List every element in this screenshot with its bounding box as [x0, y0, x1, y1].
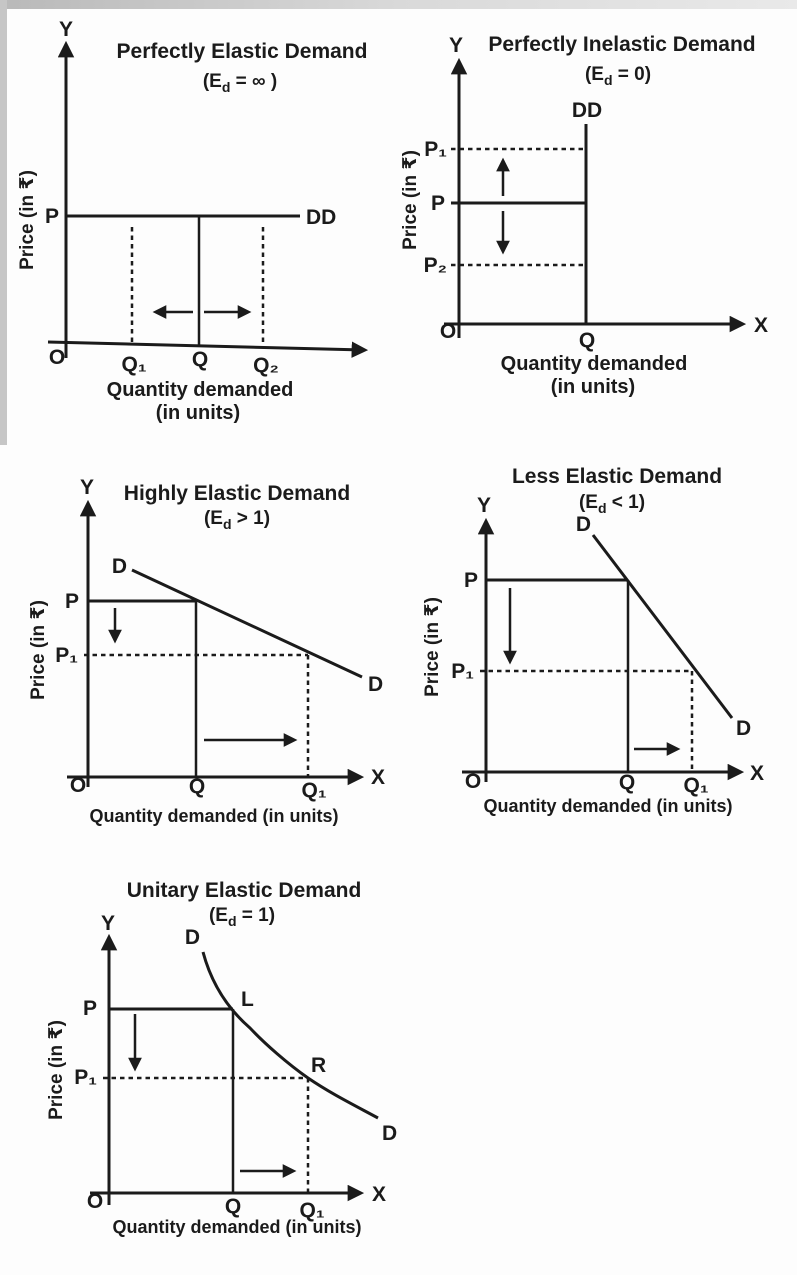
q1-label: Q₁	[683, 774, 708, 797]
x-axis-caption: Quantity demanded (in units)	[112, 1217, 361, 1237]
demand-line	[131, 568, 363, 679]
p-label: P	[65, 590, 79, 613]
scan-edge-top	[0, 0, 797, 9]
x-axis-caption-line1: Quantity demanded	[501, 353, 688, 375]
diagram-subtitle: (Ed < 1)	[579, 492, 645, 516]
y-axis-label: Y	[477, 494, 491, 517]
y-axis-label: Y	[80, 476, 94, 499]
origin-label: O	[87, 1190, 103, 1213]
scan-edge-left	[0, 0, 7, 445]
x-axis-label: X	[371, 766, 385, 789]
diagram-subtitle: (Ed = 0)	[585, 64, 651, 88]
q-label: Q	[192, 348, 208, 371]
demand-curve-hyperbola	[201, 951, 379, 1120]
q1-label: Q₁	[121, 353, 146, 376]
diagram-subtitle: (Ed = ∞ )	[203, 71, 277, 95]
demand-line	[591, 534, 734, 719]
p2-label: P₂	[424, 254, 447, 277]
diagram-perfectly-elastic: Perfectly Elastic Demand (Ed = ∞ ) Y Pri…	[17, 18, 369, 424]
origin-label: O	[465, 770, 481, 793]
diagram-title: Perfectly Elastic Demand	[117, 40, 368, 63]
x-axis-label: X	[754, 314, 768, 337]
x-axis-label: X	[372, 1183, 386, 1206]
q-label: Q	[189, 775, 205, 798]
price-p-label: P	[45, 205, 59, 228]
demand-label-bottom: D	[368, 673, 383, 696]
y-axis-label: Y	[59, 18, 73, 41]
x-axis-caption-line2: (in units)	[551, 376, 635, 398]
q-label: Q	[579, 329, 595, 352]
y-axis-title: Price (in ₹)	[28, 600, 49, 700]
q1-label: Q₁	[301, 779, 326, 802]
x-axis-label: X	[750, 762, 764, 785]
diagram-less-elastic: Less Elastic Demand (Ed < 1) Y X Price (…	[422, 465, 764, 816]
demand-label-bottom: D	[736, 717, 751, 740]
y-axis-title: Price (in ₹)	[400, 150, 421, 250]
demand-label-bottom: D	[382, 1122, 397, 1145]
y-axis-title: Price (in ₹)	[46, 1020, 67, 1120]
demand-curve-label: DD	[306, 206, 336, 229]
point-l-label: L	[241, 988, 254, 1011]
diagram-unitary-elastic: Unitary Elastic Demand (Ed = 1) Y X Pric…	[46, 879, 397, 1237]
p-label: P	[83, 997, 97, 1020]
demand-label-top: D	[576, 513, 591, 536]
y-axis-title: Price (in ₹)	[422, 597, 443, 697]
q-label: Q	[619, 771, 635, 794]
origin-label: O	[70, 774, 86, 797]
origin-label: O	[49, 346, 65, 369]
diagram-perfectly-inelastic: Perfectly Inelastic Demand (Ed = 0) Y X …	[400, 33, 768, 398]
y-axis-label: Y	[101, 912, 115, 935]
y-axis-label: Y	[449, 34, 463, 57]
diagram-title: Highly Elastic Demand	[124, 482, 350, 505]
x-axis-caption: Quantity demanded (in units)	[483, 796, 732, 816]
point-r-label: R	[311, 1054, 326, 1077]
x-axis-caption-line2: (in units)	[156, 402, 240, 424]
q2-label: Q₂	[253, 354, 279, 377]
diagram-highly-elastic: Highly Elastic Demand (Ed > 1) Y X Price…	[28, 476, 385, 826]
p-label: P	[431, 192, 445, 215]
p1-label: P₁	[424, 138, 447, 161]
p1-label: P₁	[74, 1066, 97, 1089]
x-axis-line	[47, 340, 369, 358]
demand-curve-label: DD	[572, 99, 602, 122]
y-axis-title: Price (in ₹)	[17, 170, 38, 270]
x-axis-caption: Quantity demanded (in units)	[89, 806, 338, 826]
origin-label: O	[440, 320, 456, 343]
demand-label-top: D	[185, 926, 200, 949]
demand-label-top: D	[112, 555, 127, 578]
p1-label: P₁	[451, 660, 474, 683]
p1-label: P₁	[55, 644, 78, 667]
q-label: Q	[225, 1195, 241, 1218]
diagram-title: Perfectly Inelastic Demand	[488, 33, 755, 56]
p-label: P	[464, 569, 478, 592]
diagram-subtitle: (Ed > 1)	[204, 508, 270, 532]
x-axis-caption-line1: Quantity demanded	[107, 379, 294, 401]
diagram-subtitle: (Ed = 1)	[209, 905, 275, 929]
q1-label: Q₁	[299, 1199, 324, 1222]
diagram-title: Unitary Elastic Demand	[127, 879, 362, 902]
diagram-title: Less Elastic Demand	[512, 465, 722, 488]
